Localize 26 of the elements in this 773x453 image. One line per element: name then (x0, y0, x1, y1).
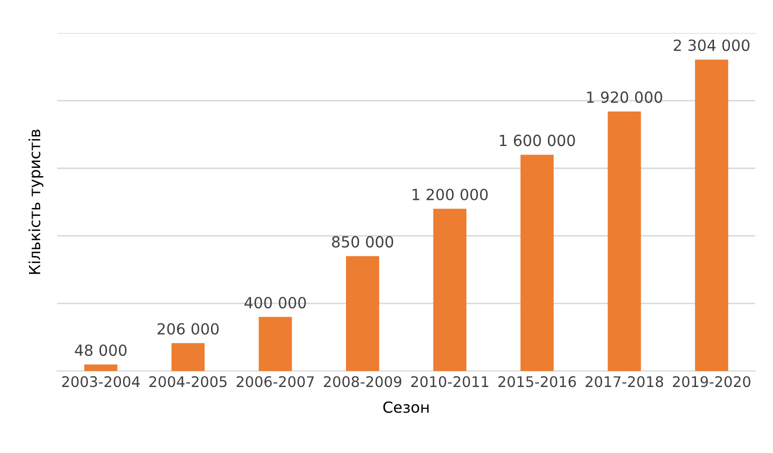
x-tick-label: 2010-2011 (411, 376, 488, 388)
bar (346, 256, 380, 372)
bar (84, 364, 118, 372)
bar (258, 316, 292, 372)
data-label: 400 000 (244, 296, 306, 308)
data-label: 850 000 (332, 236, 394, 248)
x-tick-label: 2019-2020 (672, 376, 750, 388)
data-label: 206 000 (158, 323, 219, 335)
data-label: 48 000 (74, 344, 127, 356)
bar (172, 343, 205, 372)
bar (433, 208, 466, 372)
bar (520, 154, 554, 372)
data-label: 1 600 000 (500, 134, 575, 146)
y-axis-title: Кількість туристів (28, 130, 44, 274)
x-axis-title: Сезон (383, 401, 429, 413)
x-tick-label: 2003-2004 (62, 376, 140, 388)
data-label: 2 304 000 (674, 39, 750, 52)
x-tick-label: 2015-2016 (498, 376, 576, 388)
x-tick-label: 2008-2009 (324, 376, 402, 388)
x-tick-label: 2006-2007 (236, 376, 314, 388)
x-tick-label: 2004-2005 (149, 376, 227, 388)
data-label: 1 920 000 (587, 91, 662, 103)
x-tick-label: 2017-2018 (586, 376, 664, 388)
data-label: 1 200 000 (412, 188, 488, 200)
bar (695, 60, 728, 372)
bar (608, 111, 641, 372)
